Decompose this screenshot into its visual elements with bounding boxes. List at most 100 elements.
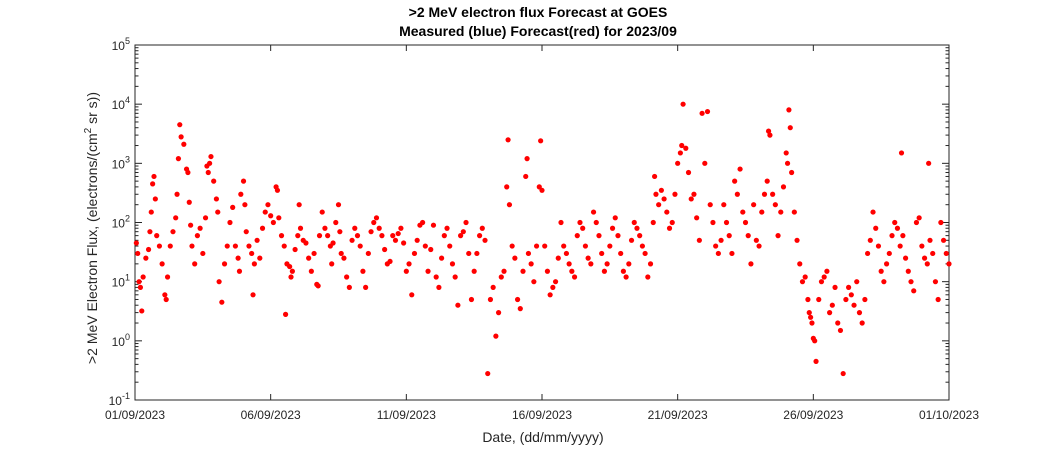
data-point <box>487 296 494 303</box>
data-point <box>593 219 599 226</box>
data-point <box>924 261 930 267</box>
data-point <box>330 240 336 246</box>
data-point <box>542 243 548 249</box>
data-point <box>618 250 624 257</box>
data-point <box>311 250 317 257</box>
data-point <box>495 310 502 316</box>
data-point <box>156 243 163 249</box>
data-point <box>306 255 312 261</box>
data-point <box>894 225 901 231</box>
data-point <box>403 268 409 274</box>
data-point <box>346 284 352 291</box>
data-point <box>631 219 637 226</box>
data-point <box>476 233 483 239</box>
data-point <box>262 209 268 215</box>
data-point <box>835 320 841 326</box>
data-point <box>354 233 361 239</box>
data-point <box>173 215 179 221</box>
data-point <box>147 229 153 235</box>
data-point <box>634 225 640 231</box>
y-tick-exponent: 3 <box>125 154 130 164</box>
data-point <box>520 268 526 274</box>
x-axis-ticks: 01/09/2023 06/09/2023 11/09/2023 16/09/2023… <box>105 45 979 422</box>
data-point <box>615 233 621 239</box>
data-point <box>268 213 274 219</box>
data-point <box>675 160 681 166</box>
data-point <box>721 202 727 208</box>
data-point <box>387 258 393 265</box>
data-point <box>875 243 882 249</box>
data-point <box>185 169 191 176</box>
data-point <box>699 110 705 116</box>
data-point <box>135 250 141 257</box>
data-point <box>501 268 507 274</box>
data-point <box>282 311 289 317</box>
data-point <box>585 255 591 261</box>
data-point <box>325 233 331 239</box>
data-point <box>900 233 906 239</box>
data-point <box>940 237 947 243</box>
data-point <box>897 243 903 249</box>
data-point <box>751 202 757 208</box>
data-point <box>538 138 544 144</box>
data-point <box>447 243 453 249</box>
data-point <box>505 137 511 143</box>
data-point <box>596 233 602 239</box>
data-point <box>809 320 815 326</box>
data-point <box>892 219 898 226</box>
y-tick-label: 100 <box>112 332 130 349</box>
data-point <box>230 204 236 210</box>
data-point <box>637 233 643 239</box>
data-point <box>162 292 168 298</box>
data-point <box>365 250 371 257</box>
y-tick-exponent: 0 <box>125 332 130 342</box>
y-tick-label: 101 <box>112 273 130 290</box>
y-tick-exponent: 5 <box>125 36 130 46</box>
data-point <box>550 284 556 291</box>
data-point <box>211 178 217 184</box>
data-point <box>932 279 939 285</box>
x-tick-label: 21/09/2023 <box>648 408 708 422</box>
data-point <box>726 233 732 239</box>
data-point <box>707 202 713 208</box>
data-point <box>742 219 749 226</box>
data-point <box>528 261 534 267</box>
y-axis-label-prefix: >2 MeV Electron Flux, (electrons/(cm <box>84 133 100 364</box>
data-point <box>916 215 922 221</box>
data-point <box>493 333 499 339</box>
data-point <box>514 296 521 303</box>
data-point <box>455 302 461 308</box>
data-point <box>913 219 920 226</box>
data-point <box>341 255 347 261</box>
data-point <box>664 209 670 215</box>
data-point <box>609 225 616 231</box>
data-point <box>154 233 160 239</box>
data-point <box>287 263 293 270</box>
data-point <box>207 160 213 166</box>
data-point <box>813 358 819 364</box>
data-point <box>333 219 339 226</box>
data-point <box>865 250 871 257</box>
data-point <box>672 191 678 197</box>
data-point <box>251 261 257 267</box>
data-point <box>140 274 146 280</box>
data-point <box>531 279 537 285</box>
data-point <box>930 250 936 257</box>
data-point <box>652 173 658 180</box>
data-point <box>303 240 309 246</box>
data-point <box>213 196 219 202</box>
x-tick-label: 11/09/2023 <box>377 408 436 422</box>
data-point <box>335 202 342 208</box>
data-point <box>460 229 466 235</box>
x-tick-label: 01/09/2023 <box>105 408 165 422</box>
chart-title: >2 MeV electron flux Forecast at GOES <box>409 4 668 20</box>
data-point <box>250 292 256 298</box>
data-point <box>436 284 442 291</box>
data-point <box>288 274 294 280</box>
data-point <box>555 255 561 261</box>
data-point <box>189 243 195 249</box>
data-point <box>854 279 860 285</box>
data-point <box>177 122 183 128</box>
data-point <box>783 150 789 156</box>
